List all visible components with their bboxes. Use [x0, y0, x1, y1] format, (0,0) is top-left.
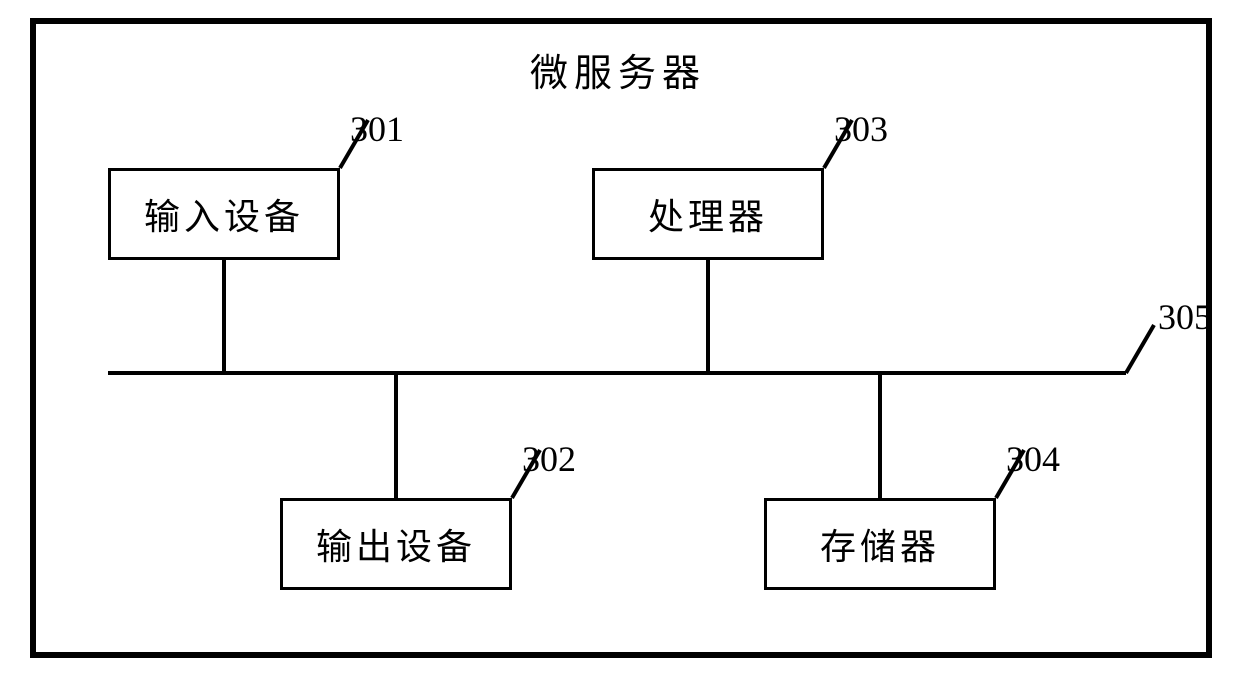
block-text-301: 输入设备 — [144, 188, 304, 240]
callout-label-302: 302 — [522, 438, 576, 480]
block-text-304: 存储器 — [820, 518, 940, 570]
callout-label-304: 304 — [1006, 438, 1060, 480]
block-301: 输入设备 — [108, 168, 340, 260]
diagram-title: 微服务器 — [530, 42, 706, 97]
block-303: 处理器 — [592, 168, 824, 260]
outer-frame — [30, 18, 1212, 658]
callout-label-303: 303 — [834, 108, 888, 150]
callout-label-305: 305 — [1158, 296, 1212, 338]
block-302: 输出设备 — [280, 498, 512, 590]
callout-label-301: 301 — [350, 108, 404, 150]
block-304: 存储器 — [764, 498, 996, 590]
block-text-303: 处理器 — [648, 188, 768, 240]
block-text-302: 输出设备 — [316, 518, 476, 570]
